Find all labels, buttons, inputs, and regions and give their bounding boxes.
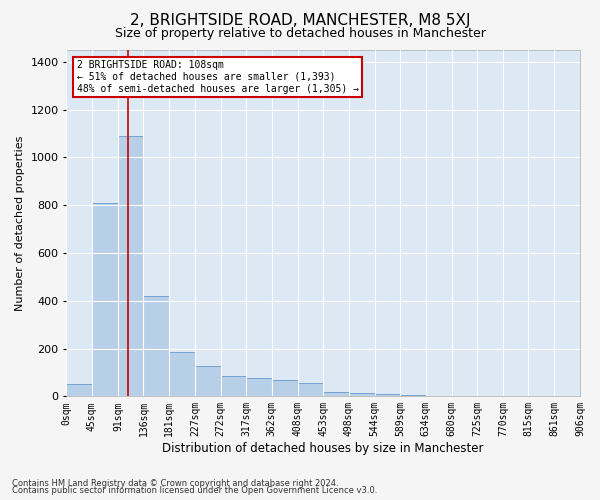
Bar [298,383,323,396]
Text: 2, BRIGHTSIDE ROAD, MANCHESTER, M8 5XJ: 2, BRIGHTSIDE ROAD, MANCHESTER, M8 5XJ [130,12,470,28]
Text: 2 BRIGHTSIDE ROAD: 108sqm
← 51% of detached houses are smaller (1,393)
48% of se: 2 BRIGHTSIDE ROAD: 108sqm ← 51% of detac… [77,60,359,94]
Y-axis label: Number of detached properties: Number of detached properties [15,136,25,311]
Bar [323,392,349,396]
Bar [375,394,400,396]
X-axis label: Distribution of detached houses by size in Manchester: Distribution of detached houses by size … [163,442,484,455]
Bar [143,296,169,396]
Bar [400,395,426,396]
Bar [118,136,143,396]
Bar [195,366,221,396]
Bar [169,352,195,397]
Bar [92,203,118,396]
Bar [221,376,246,396]
Bar [349,393,375,396]
Text: Size of property relative to detached houses in Manchester: Size of property relative to detached ho… [115,28,485,40]
Bar [246,378,272,396]
Bar [272,380,298,396]
Text: Contains HM Land Registry data © Crown copyright and database right 2024.: Contains HM Land Registry data © Crown c… [12,478,338,488]
Text: Contains public sector information licensed under the Open Government Licence v3: Contains public sector information licen… [12,486,377,495]
Bar [67,384,92,396]
